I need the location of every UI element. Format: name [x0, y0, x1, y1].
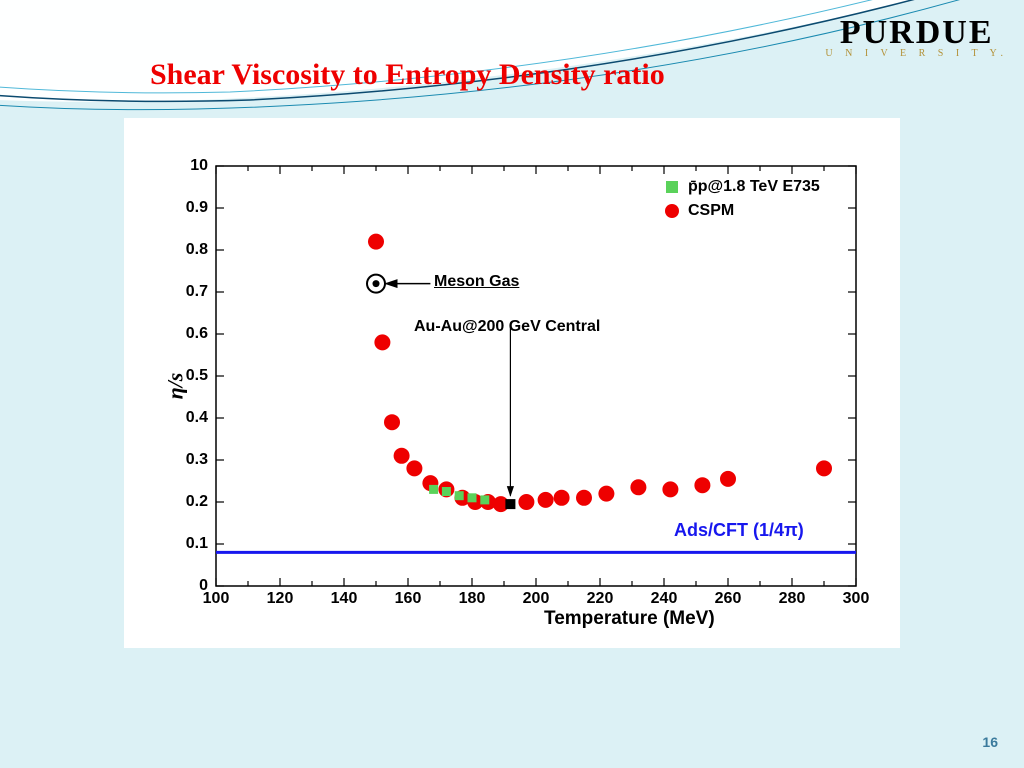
purdue-logo: PURDUE U N I V E R S I T Y. — [825, 14, 1008, 59]
x-tick-label: 180 — [459, 590, 486, 608]
legend-pp: p̄p@1.8 TeV E735 — [664, 178, 820, 196]
y-tick-label: 0.1 — [168, 535, 208, 553]
slide-title: Shear Viscosity to Entropy Density ratio — [150, 58, 665, 92]
logo-main-text: PURDUE — [825, 14, 1008, 52]
x-tick-label: 160 — [395, 590, 422, 608]
adscft-label: Ads/CFT (1/4π) — [674, 520, 804, 541]
y-tick-label: 0.3 — [168, 451, 208, 469]
chart-container: p̄p@1.8 TeV E735 CSPM Meson Gas Au-Au@20… — [124, 118, 900, 648]
y-tick-label: 0.4 — [168, 409, 208, 427]
page-number: 16 — [982, 734, 998, 750]
legend-pp-label: p̄p@1.8 TeV E735 — [688, 178, 820, 196]
x-axis-title: Temperature (MeV) — [544, 608, 715, 630]
x-tick-label: 280 — [779, 590, 806, 608]
y-tick-label: 0.8 — [168, 241, 208, 259]
x-tick-label: 220 — [587, 590, 614, 608]
x-tick-label: 240 — [651, 590, 678, 608]
x-tick-label: 260 — [715, 590, 742, 608]
meson-gas-label: Meson Gas — [434, 273, 519, 291]
x-tick-label: 300 — [843, 590, 870, 608]
x-tick-label: 140 — [331, 590, 358, 608]
y-tick-label: 0.7 — [168, 283, 208, 301]
y-tick-label: 0.2 — [168, 493, 208, 511]
legend-cspm: CSPM — [664, 202, 734, 220]
logo-sub-text: U N I V E R S I T Y. — [825, 48, 1008, 59]
y-tick-label: 0.9 — [168, 199, 208, 217]
y-tick-label: 10 — [168, 157, 208, 175]
x-tick-label: 120 — [267, 590, 294, 608]
y-tick-label: 0.5 — [168, 367, 208, 385]
y-tick-label: 0 — [168, 577, 208, 595]
y-tick-label: 0.6 — [168, 325, 208, 343]
x-tick-label: 200 — [523, 590, 550, 608]
auau-label: Au-Au@200 GeV Central — [414, 318, 600, 336]
legend-cspm-label: CSPM — [688, 202, 734, 220]
